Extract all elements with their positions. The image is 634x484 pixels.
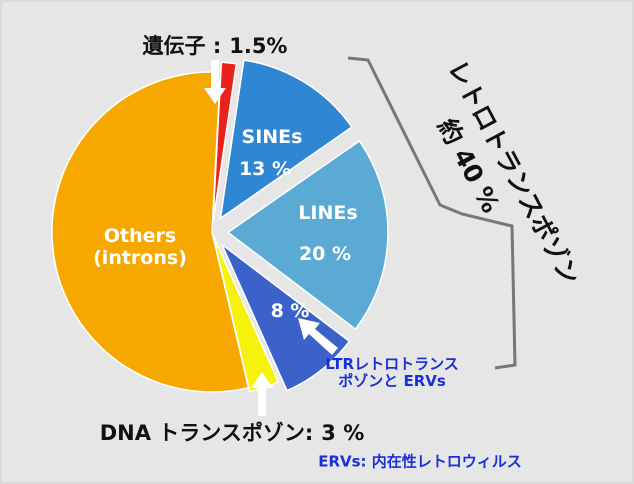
gene-label: 遺伝子 : 1.5% — [143, 34, 288, 58]
dna-label: DNA トランスポゾン: 3 % — [100, 421, 365, 445]
category-label: SINEs — [241, 126, 303, 149]
arrow — [204, 60, 226, 104]
pie-slice — [226, 139, 389, 331]
value-label: 1.5% — [229, 33, 288, 58]
footnote: ERVs: 内在性レトロウィルス — [318, 452, 522, 471]
value-label: 3 % — [321, 420, 365, 445]
bracket — [347, 56, 517, 370]
value-label: 8 % — [270, 300, 310, 323]
category-label: LTRレトロトランス ポゾンと ERVs — [325, 354, 459, 390]
pie-slice — [219, 59, 353, 221]
value-label: 20 % — [298, 243, 352, 266]
pie-slice — [212, 61, 238, 223]
arrow — [251, 372, 273, 416]
category-label: LINEs — [298, 202, 358, 225]
category-label: Others (introns) — [93, 225, 187, 269]
pie-slice — [51, 71, 250, 393]
arrow — [298, 318, 338, 355]
category-label: 遺伝子 : — [142, 33, 222, 58]
pie-slice — [221, 243, 351, 392]
value-label: 13 % — [238, 158, 292, 181]
category-label: DNA トランスポゾン: — [99, 420, 314, 445]
